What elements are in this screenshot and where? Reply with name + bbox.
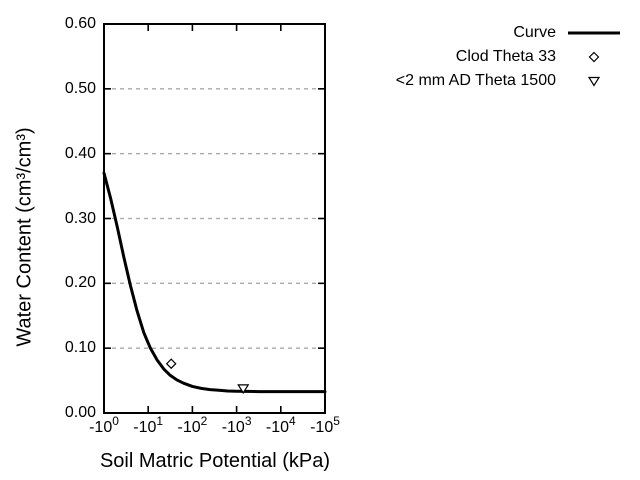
- legend-sample-canvas: [587, 76, 601, 87]
- x-tick-label: -103: [221, 413, 252, 436]
- legend-label: Curve: [513, 24, 556, 41]
- legend-entry-1: Clod Theta 33: [396, 45, 620, 69]
- legend-sample-open-triangle-down: [568, 72, 620, 90]
- x-tick-label: -101: [133, 413, 164, 436]
- data-point-open-diamond: [165, 358, 177, 370]
- y-tick-label: 0.60: [64, 15, 96, 32]
- legend-open-triangle-down-icon: [587, 76, 601, 87]
- curve-line: [102, 171, 327, 394]
- y-axis-title: Water Content (cm³/cm³): [13, 127, 36, 347]
- x-tick-label: -102: [177, 413, 208, 436]
- x-tick-label: -100: [89, 413, 119, 436]
- legend-open-diamond-icon: [588, 51, 600, 63]
- y-tick-label: 0.30: [64, 209, 96, 227]
- legend-sample-canvas: [588, 51, 600, 63]
- legend-entry-2: <2 mm AD Theta 1500: [396, 69, 620, 93]
- y-tick-label: 0.50: [64, 79, 96, 97]
- x-tick-label: -104: [265, 413, 296, 436]
- x-axis-title: Soil Matric Potential (kPa): [99, 450, 331, 472]
- legend: Curve Clod Theta 33 <2 mm AD Theta 1500: [396, 21, 620, 93]
- legend-label: <2 mm AD Theta 1500: [395, 72, 556, 89]
- y-tick-label: 0.00: [64, 404, 96, 421]
- legend-entry-0: Curve: [396, 21, 620, 45]
- legend-sample-line: [568, 24, 620, 42]
- y-tick-label: 0.40: [64, 144, 96, 162]
- y-tick-label: 0.10: [64, 339, 96, 357]
- legend-sample-canvas: [568, 31, 620, 35]
- data-point-open-triangle-down: [237, 384, 250, 394]
- y-tick-label: 0.20: [64, 274, 96, 292]
- x-tick-label: -105: [310, 413, 340, 436]
- legend-sample-open-diamond: [568, 48, 620, 66]
- legend-label: Clod Theta 33: [455, 48, 556, 65]
